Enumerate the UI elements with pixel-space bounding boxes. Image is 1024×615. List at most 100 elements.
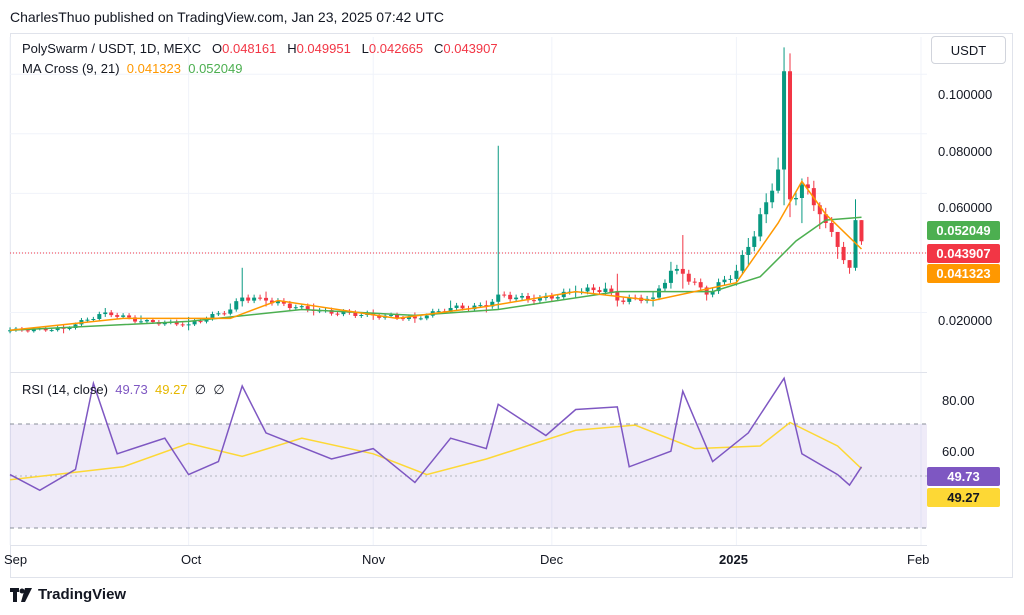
candle-body [835,231,840,247]
candle-body [692,281,697,283]
candle-body [246,297,251,301]
y-tick-label: 0.080000 [938,144,993,159]
candle-body [776,169,781,191]
time-axis-separator [10,545,927,546]
rsi-ma-value-tag: 49.27 [927,488,1000,507]
candle-body [710,291,715,295]
candle-body [597,290,602,293]
x-tick-label: Dec [540,552,564,567]
candle-body [25,330,30,332]
candle-body [55,327,60,331]
candle-body [770,190,775,203]
ma-fast-price-tag: 0.041323 [927,264,1000,283]
x-tick-label: Feb [907,552,930,567]
candle-body [234,301,239,310]
candle-body [555,297,560,299]
candle-body [73,324,78,329]
candle-body [728,278,733,280]
candle-body [192,321,197,325]
tradingview-logo-icon [10,587,32,602]
ma-slow-price-tag: 0.052049 [927,221,1000,240]
rsi-line [9,376,863,492]
candle-body [698,282,703,288]
candle-body [603,288,608,293]
candle-body [746,246,751,255]
x-tick-label: 2025 [719,552,748,567]
candle-body [341,311,346,315]
ma-legend: MA Cross (9, 21) 0.041323 0.052049 [22,61,242,76]
main-legend: PolySwarm / USDT, 1D, MEXC O0.048161 H0.… [22,41,498,56]
rsi-value: 49.73 [115,382,148,397]
candle-body [537,298,542,301]
candle-body [841,246,846,261]
candle-body [609,288,614,293]
low-label: L [361,41,369,56]
rsi-lines [9,376,863,492]
candle-body [91,318,96,320]
candle-body [222,313,227,315]
candle-body [514,297,519,300]
candle-body [293,307,298,309]
candle-body [734,270,739,279]
candle-body [436,311,441,313]
open-value: 0.048161 [222,41,277,56]
candle-body [377,315,382,318]
footer-label: TradingView [38,586,127,603]
candle-body [85,319,90,321]
candle-body [353,312,358,316]
candle-body [150,320,155,323]
candle-body [657,288,662,298]
candle-body [97,314,102,319]
candle-body [138,321,143,323]
candle-body [627,297,632,302]
candle-body [680,268,685,274]
candle-body [115,315,120,317]
candle-body [121,315,126,317]
candle-body [651,297,656,299]
pane-separator [10,372,927,373]
symbol-label: PolySwarm / USDT, 1D, MEXC [22,41,202,56]
candle-body [335,313,340,315]
candle-body [269,300,274,304]
candle-body [674,268,679,271]
candle-body [8,330,12,332]
rsi-tick-label: 80.00 [942,393,975,408]
x-tick-label: Nov [362,552,386,567]
candle-body [782,71,787,170]
candle-body [103,312,108,315]
rsi-na-1: ∅ [194,382,207,397]
candle-body [496,294,501,302]
candle-body [490,301,495,307]
candle-body [788,71,793,200]
rsi-legend: RSI (14, close) 49.73 49.27 ∅ ∅ [22,382,225,398]
candle-body [389,314,394,316]
candle-body [621,300,626,302]
candle-body [793,197,798,200]
candle-body [67,328,72,330]
ma-slow-value: 0.052049 [188,61,243,76]
candle-body [109,312,114,316]
candle-body [174,321,179,325]
candle-body [186,324,191,326]
candle-body [531,300,536,302]
candle-body [305,306,310,311]
low-value: 0.042665 [368,41,424,56]
currency-button[interactable]: USDT [931,36,1006,64]
candle-body [799,184,804,198]
footer-brand[interactable]: TradingView [10,586,126,603]
candle-body [758,214,763,237]
candles [8,47,864,334]
open-label: O [212,41,223,56]
ma-name: MA Cross (9, 21) [22,61,120,76]
candle-body [162,322,167,325]
ma-slow-line [9,216,862,332]
candle-body [299,306,304,308]
candle-body [180,324,185,326]
candle-body [258,297,263,299]
close-label: C [433,41,444,56]
ma-fast-line [9,180,863,332]
ma-fast-value: 0.041323 [126,61,181,76]
candle-body [418,318,423,320]
close-value: 0.043907 [443,41,498,56]
